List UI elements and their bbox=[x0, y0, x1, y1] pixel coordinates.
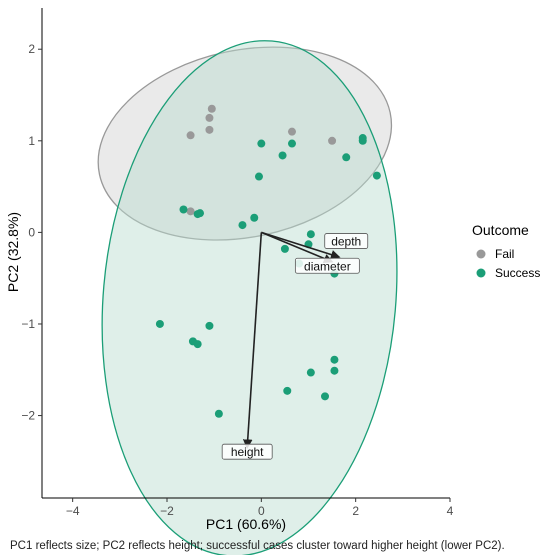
fail-point bbox=[205, 113, 214, 122]
success-legend-label: Success bbox=[495, 266, 540, 280]
success-point bbox=[306, 230, 315, 239]
diameter-loading-arrow bbox=[261, 231, 334, 264]
confidence-ellipses bbox=[97, 40, 398, 555]
fail-point bbox=[205, 125, 214, 134]
success-point bbox=[330, 355, 339, 364]
y-axis-title: PC2 (32.8%) bbox=[5, 212, 21, 292]
success-point bbox=[306, 368, 315, 377]
success-point bbox=[372, 171, 381, 180]
loading-arrows: depth diameter height bbox=[221, 231, 369, 460]
chart-caption: PC1 reflects size; PC2 reflects height; … bbox=[10, 540, 505, 552]
x-axis-title: PC1 (60.6%) bbox=[206, 516, 286, 532]
success-point bbox=[193, 210, 202, 219]
success-point bbox=[342, 153, 351, 162]
diameter-label-box bbox=[294, 257, 360, 274]
legend: Outcome Fail Success bbox=[472, 222, 540, 280]
fail-point bbox=[186, 207, 195, 216]
depth-label-box bbox=[324, 233, 369, 249]
success-point bbox=[257, 139, 266, 148]
axes: −4 −2 0 2 4 −2 −1 0 1 2 bbox=[21, 8, 454, 518]
success-ellipse bbox=[101, 40, 398, 555]
legend-title: Outcome bbox=[472, 222, 529, 238]
success-point bbox=[193, 340, 202, 349]
y-tick-label: −1 bbox=[21, 317, 35, 331]
x-tick-label: −2 bbox=[160, 504, 174, 518]
height-label-box bbox=[221, 443, 273, 460]
success-point bbox=[238, 221, 247, 230]
height-loading-arrow bbox=[242, 232, 263, 450]
diameter-label: diameter bbox=[304, 259, 351, 273]
fail-point bbox=[186, 131, 195, 140]
success-point bbox=[155, 319, 164, 328]
success-point bbox=[179, 205, 188, 214]
fail-legend-label: Fail bbox=[495, 247, 514, 261]
x-tick-label: −4 bbox=[66, 504, 80, 518]
y-tick-label: −2 bbox=[21, 409, 35, 423]
success-point bbox=[358, 134, 367, 143]
success-point bbox=[280, 244, 289, 253]
success-point bbox=[205, 321, 214, 330]
success-legend-key bbox=[476, 268, 486, 278]
depth-loading-arrow bbox=[261, 231, 341, 260]
y-tick-label: 0 bbox=[28, 225, 35, 239]
x-tick-label: 4 bbox=[447, 504, 454, 518]
success-point bbox=[254, 172, 263, 181]
success-point bbox=[278, 151, 287, 160]
success-point bbox=[287, 139, 296, 148]
depth-label: depth bbox=[331, 235, 361, 249]
data-points bbox=[155, 104, 381, 418]
success-point bbox=[283, 386, 292, 395]
fail-legend-key bbox=[476, 249, 486, 259]
fail-point bbox=[287, 127, 296, 136]
success-point bbox=[321, 392, 330, 401]
height-label: height bbox=[231, 445, 264, 459]
fail-point bbox=[328, 136, 337, 145]
success-point bbox=[250, 213, 259, 222]
y-tick-label: 2 bbox=[28, 42, 35, 56]
fail-point bbox=[207, 104, 216, 113]
x-tick-label: 0 bbox=[258, 504, 265, 518]
x-tick-label: 2 bbox=[352, 504, 359, 518]
success-point bbox=[214, 409, 223, 418]
success-point bbox=[330, 366, 339, 375]
y-tick-label: 1 bbox=[28, 134, 35, 148]
